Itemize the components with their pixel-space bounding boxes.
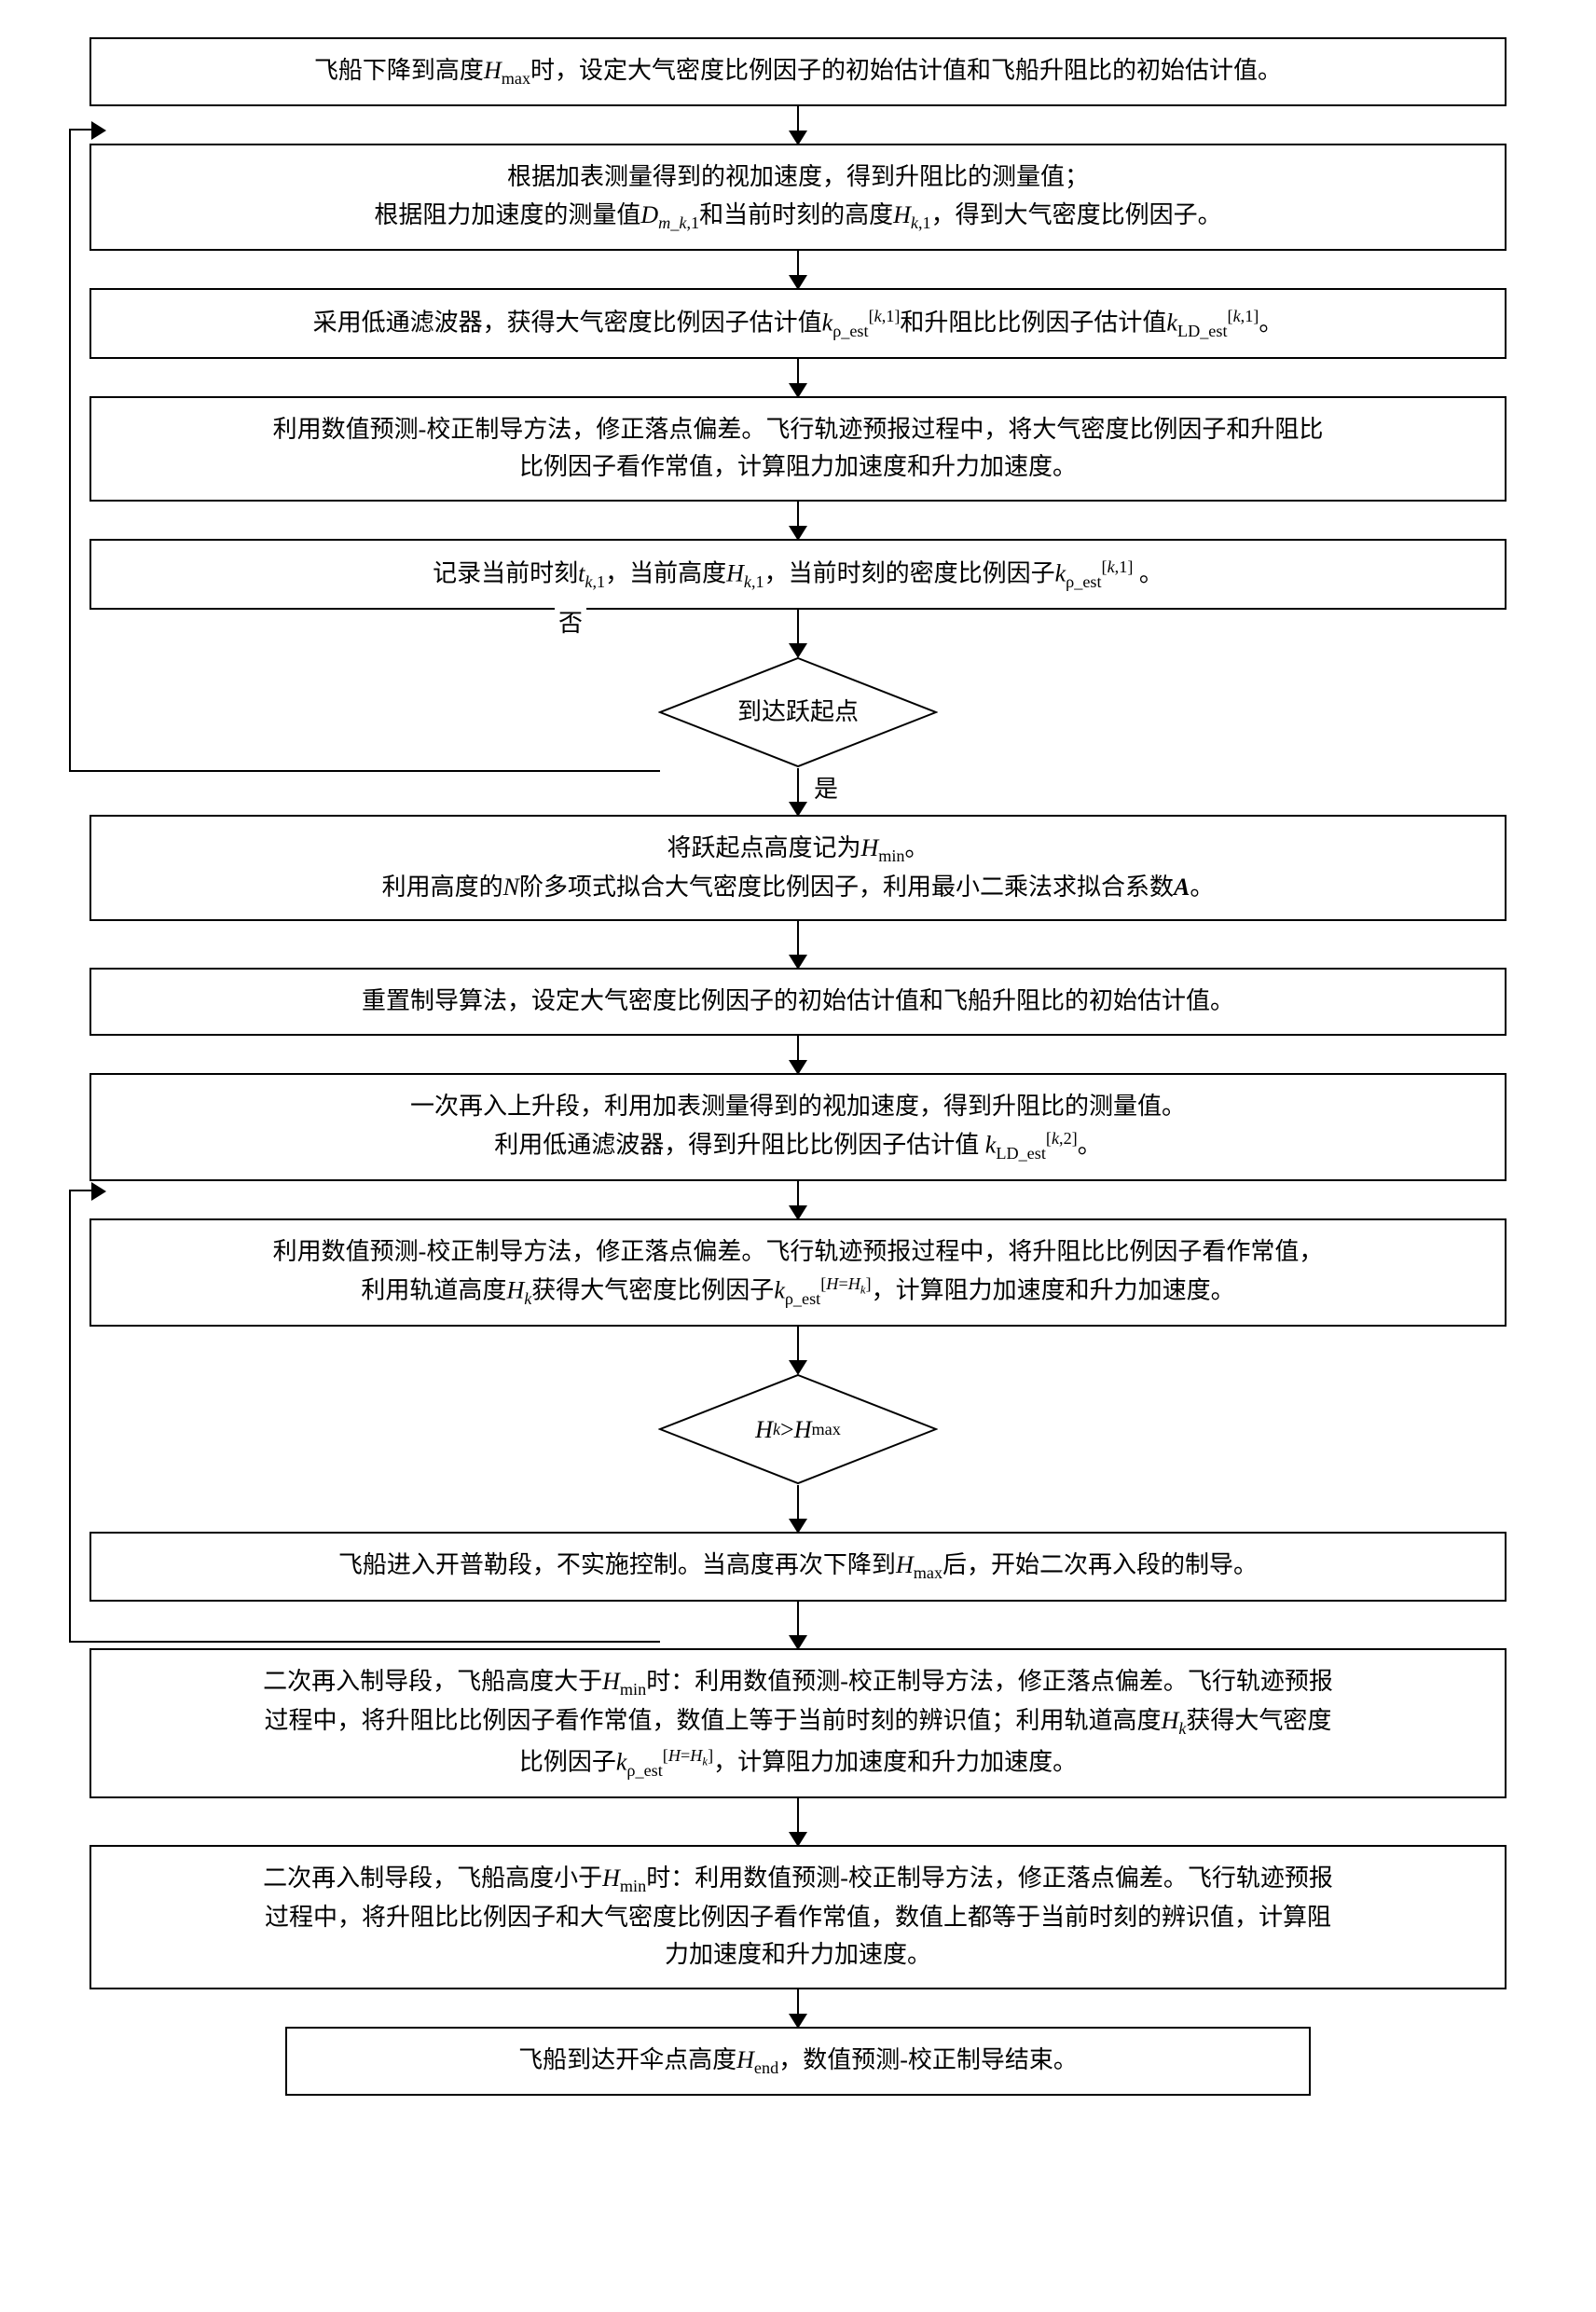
node-9: 利用数值预测-校正制导方法，修正落点偏差。飞行轨迹预报过程中，将升阻比比例因子看… <box>89 1218 1507 1327</box>
decision-1: 到达跃起点 <box>658 656 938 768</box>
node-13: 飞船到达开伞点高度Hend，数值预测-校正制导结束。 <box>285 2027 1311 2096</box>
arrow <box>797 359 799 396</box>
node-6: 将跃起点高度记为Hmin。利用高度的N阶多项式拟合大气密度比例因子，利用最小二乘… <box>89 815 1507 922</box>
arrow <box>797 1798 799 1845</box>
arrow <box>797 1485 799 1532</box>
flowchart-root: 飞船下降到高度Hmax时，设定大气密度比例因子的初始估计值和飞船升阻比的初始估计… <box>52 37 1544 2096</box>
label-no-1: 否 <box>555 604 586 639</box>
decision-2: Hk>Hmax <box>658 1373 938 1485</box>
arrow <box>797 106 799 144</box>
node-10: 飞船进入开普勒段，不实施控制。当高度再次下降到Hmax后，开始二次再入段的制导。 <box>89 1532 1507 1601</box>
label-yes-1: 是 <box>810 770 842 805</box>
node-4: 利用数值预测-校正制导方法，修正落点偏差。飞行轨迹预报过程中，将大气密度比例因子… <box>89 396 1507 502</box>
node-7: 重置制导算法，设定大气密度比例因子的初始估计值和飞船升阻比的初始估计值。 <box>89 968 1507 1035</box>
node-5: 记录当前时刻tk,1，当前高度Hk,1，当前时刻的密度比例因子kρ_est[k,… <box>89 539 1507 610</box>
node-12: 二次再入制导段，飞船高度小于Hmin时：利用数值预测-校正制导方法，修正落点偏差… <box>89 1845 1507 1989</box>
arrow: 是 <box>797 768 799 815</box>
arrow <box>797 921 799 968</box>
arrow <box>797 1181 799 1218</box>
loop1-horizontal <box>69 770 660 772</box>
arrow <box>797 251 799 288</box>
arrow <box>797 1602 799 1648</box>
arrow <box>797 1327 799 1373</box>
arrow: 否 <box>797 610 799 656</box>
node-3: 采用低通滤波器，获得大气密度比例因子估计值kρ_est[k,1]和升阻比比例因子… <box>89 288 1507 359</box>
node-11: 二次再入制导段，飞船高度大于Hmin时：利用数值预测-校正制导方法，修正落点偏差… <box>89 1648 1507 1798</box>
node-8: 一次再入上升段，利用加表测量得到的视加速度，得到升阻比的测量值。利用低通滤波器，… <box>89 1073 1507 1181</box>
arrow <box>797 1989 799 2027</box>
loop2-horizontal <box>69 1641 660 1643</box>
loop-back-edge-1 <box>69 129 91 770</box>
arrow <box>797 502 799 539</box>
node-2: 根据加表测量得到的视加速度，得到升阻比的测量值；根据阻力加速度的测量值Dm_k,… <box>89 144 1507 251</box>
loop-back-edge-2 <box>69 1190 91 1641</box>
arrow <box>797 1036 799 1073</box>
node-1: 飞船下降到高度Hmax时，设定大气密度比例因子的初始估计值和飞船升阻比的初始估计… <box>89 37 1507 106</box>
